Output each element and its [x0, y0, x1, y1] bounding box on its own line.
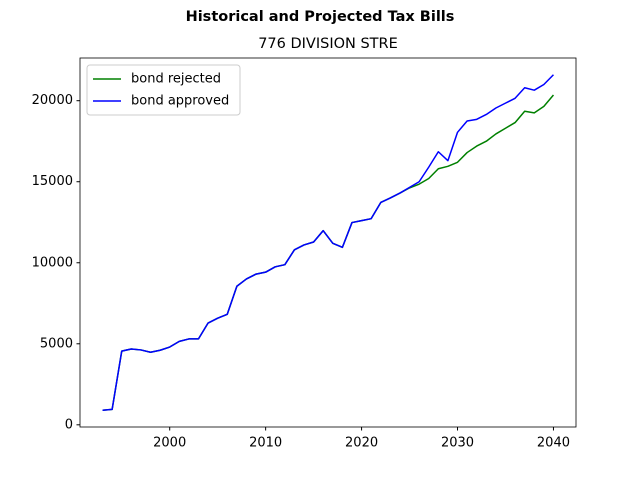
y-tick-label: 0 — [65, 417, 73, 432]
legend-label: bond approved — [131, 94, 229, 109]
y-tick-label: 5000 — [40, 336, 73, 351]
x-tick-label: 2030 — [441, 436, 474, 451]
plot-frame — [79, 57, 577, 428]
x-tick-label: 2010 — [249, 436, 282, 451]
y-tick-label: 15000 — [32, 174, 73, 189]
x-tick-label: 2000 — [153, 436, 186, 451]
legend-box — [86, 64, 241, 116]
series-line — [102, 94, 555, 411]
x-tick-label: 2020 — [345, 436, 378, 451]
series-line — [102, 74, 554, 411]
y-tick-label: 10000 — [32, 255, 73, 270]
legend-label: bond rejected — [131, 72, 221, 87]
y-tick-label: 20000 — [32, 93, 73, 108]
chart-subtitle: 776 DIVISION STRE — [258, 36, 398, 52]
x-tick-label: 2040 — [537, 436, 570, 451]
chart-title: Historical and Projected Tax Bills — [186, 9, 455, 25]
